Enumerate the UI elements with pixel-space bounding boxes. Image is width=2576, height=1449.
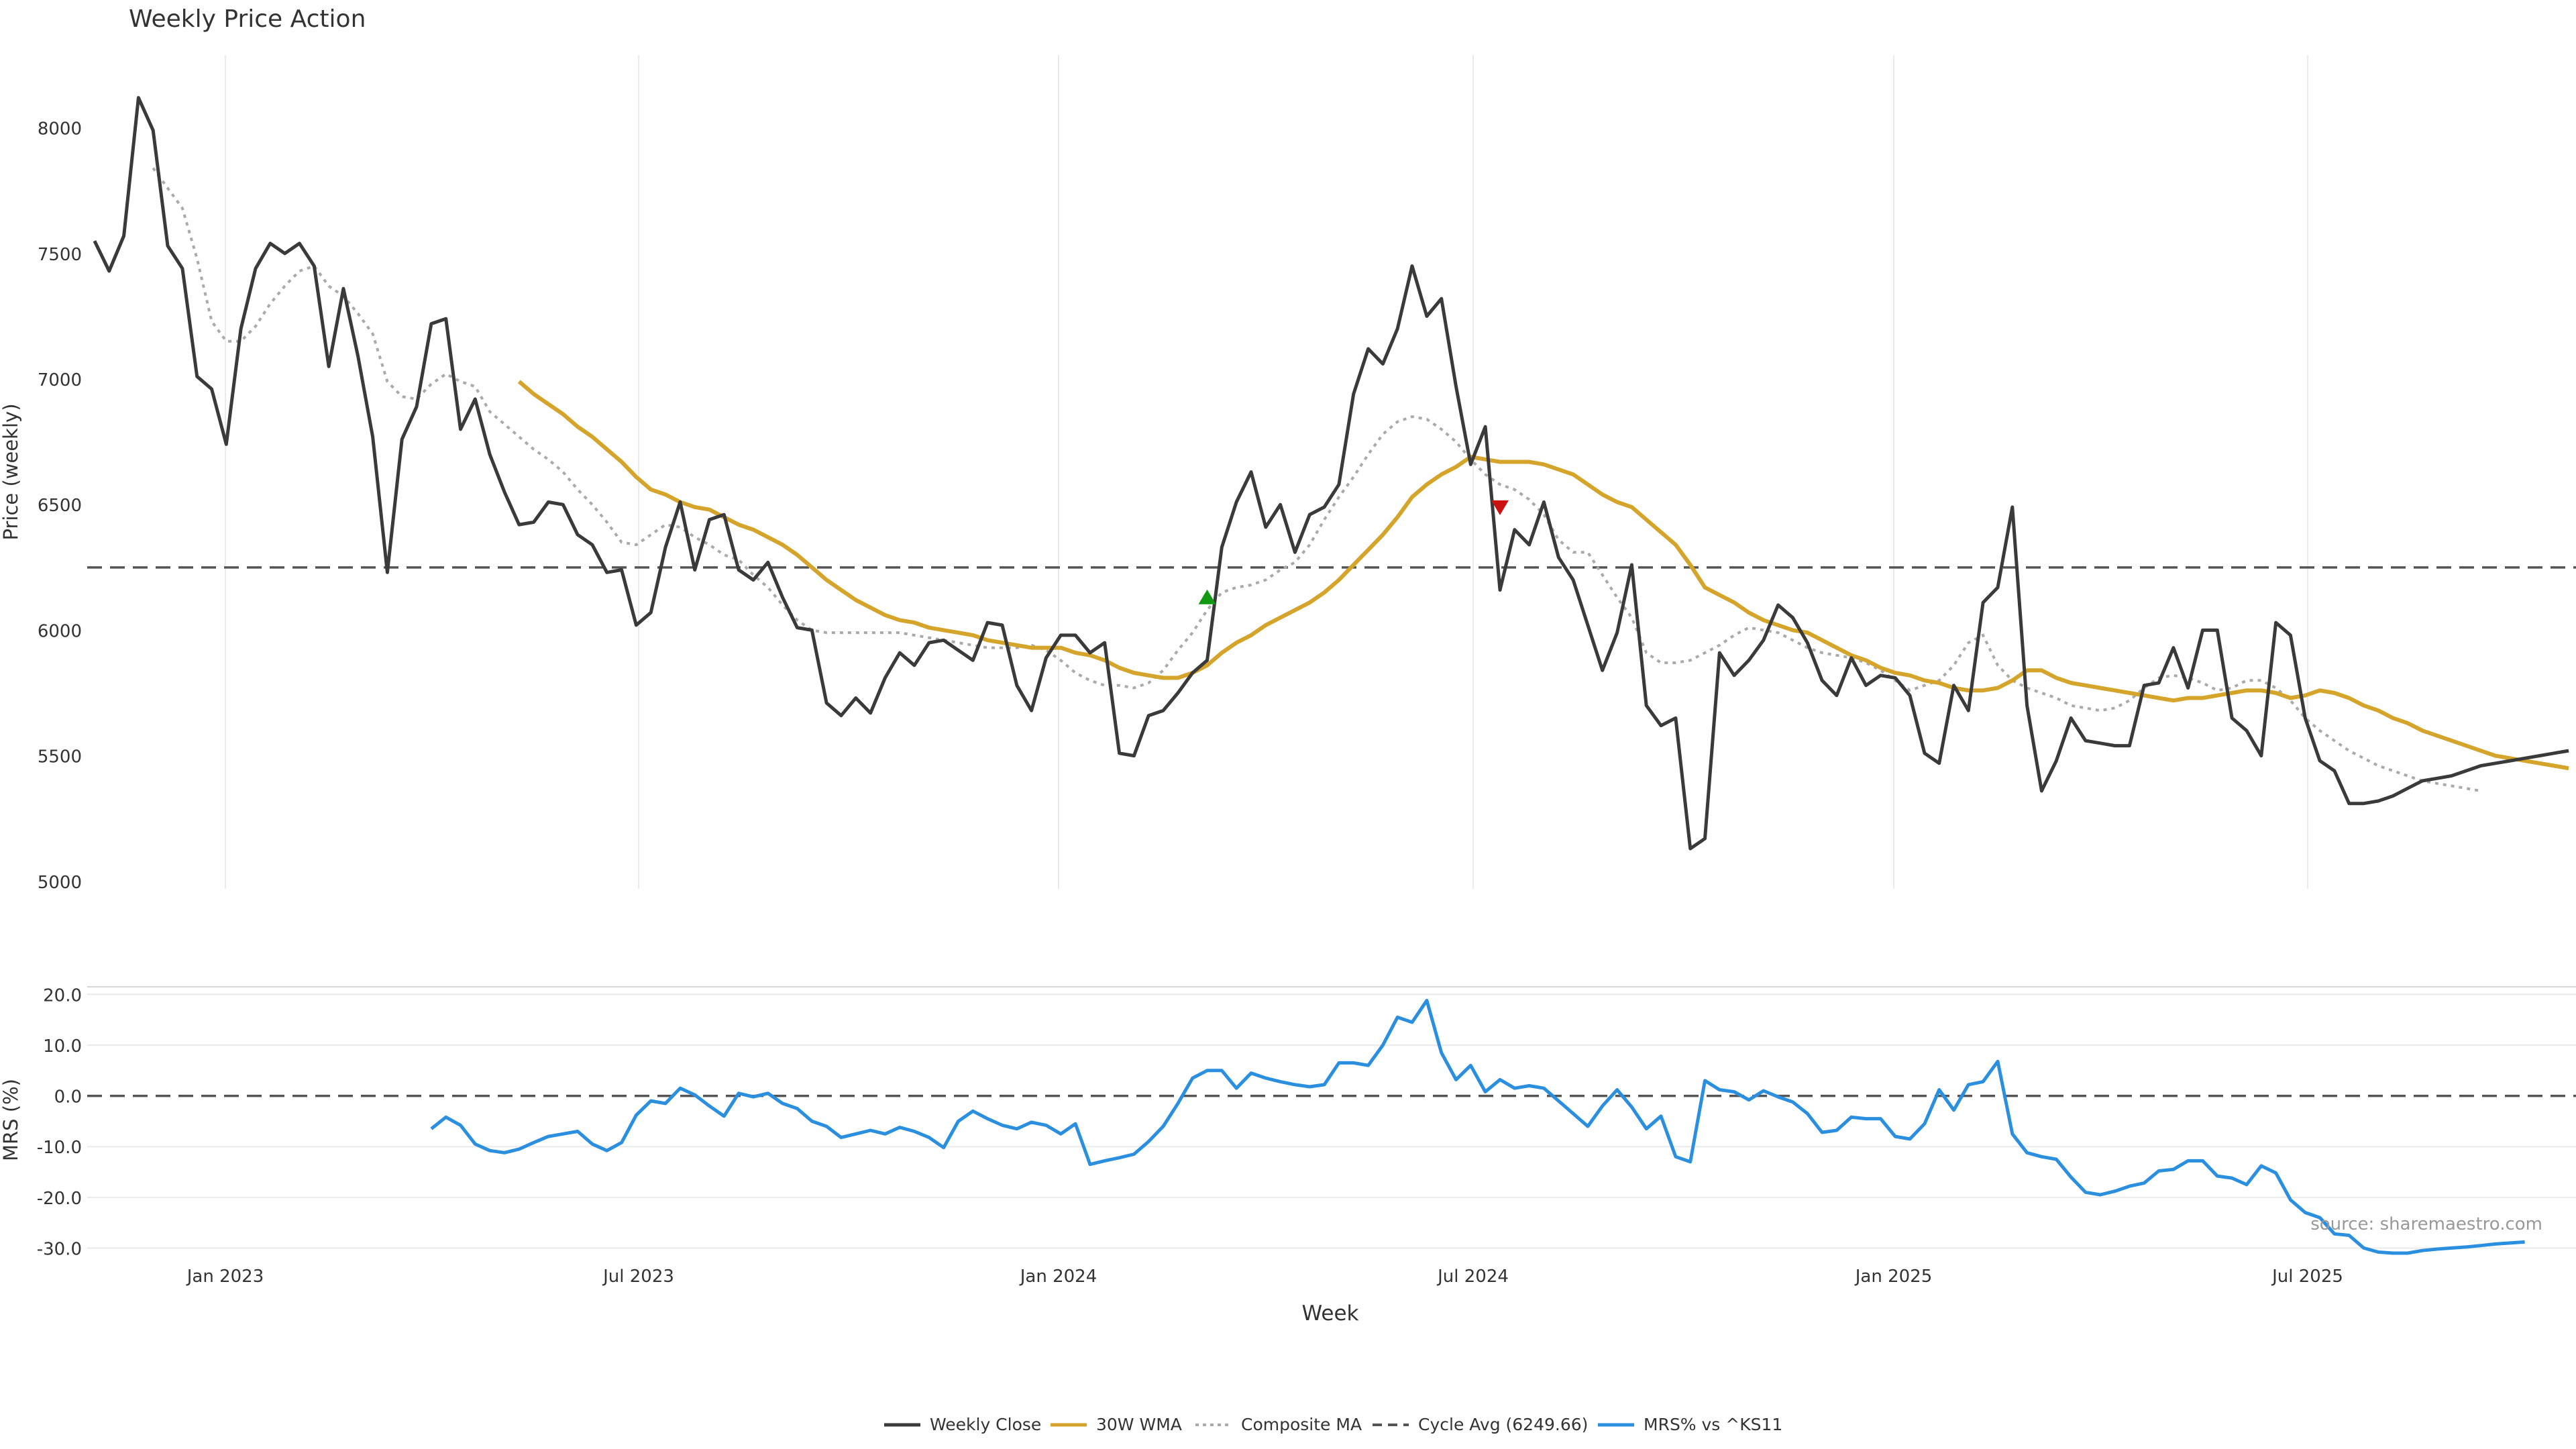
price-y-tick: 6000 [38,621,82,641]
x-tick-label: Jan 2024 [1019,1267,1097,1287]
mrs-y-tick: -10.0 [37,1138,82,1158]
mrs-y-tick: -20.0 [37,1189,82,1209]
mrs-y-tick-labels: 20.0 10.0 0.0 -10.0 -20.0 -30.0 [37,985,82,1259]
buy-signal-marker [1198,589,1216,604]
price-y-axis-label: Price (weekly) [0,403,22,540]
legend-label: Composite MA [1241,1415,1362,1434]
mrs-y-tick: 20.0 [43,985,82,1006]
composite-ma-line [152,167,2481,792]
chart-title: Weekly Price Action [129,5,366,33]
price-y-tick: 7500 [38,245,82,265]
legend-label: 30W WMA [1096,1415,1182,1434]
legend-item-cycle: Cycle Avg (6249.66) [1373,1415,1588,1434]
price-y-tick: 7000 [38,370,82,390]
legend-item-wma: 30W WMA [1051,1415,1182,1434]
legend-label: MRS% vs ^KS11 [1644,1415,1782,1434]
price-y-tick-labels: 5000 5500 6000 6500 7000 7500 8000 [38,119,82,893]
legend-label: Cycle Avg (6249.66) [1418,1415,1588,1434]
signal-markers [1198,500,1509,604]
x-tick-label: Jan 2025 [1854,1267,1933,1287]
legend-item-close: Weekly Close [884,1415,1041,1434]
mrs-panel: 20.0 10.0 0.0 -10.0 -20.0 -30.0 MRS (%) Jan 2… [0,985,2576,1326]
legend: Weekly Close 30W WMA Composite MA Cycle Avg… [884,1415,1782,1434]
legend-label: Weekly Close [930,1415,1041,1434]
source-note: source: sharemaestro.com [2310,1214,2542,1234]
price-y-tick: 5000 [38,873,82,893]
sell-signal-marker [1491,500,1509,515]
price-y-tick: 8000 [38,119,82,140]
x-tick-label: Jul 2024 [1436,1267,1509,1287]
mrs-line [430,998,2525,1255]
price-grid [225,55,2308,889]
weekly-close-line [93,96,2569,851]
x-tick-label: Jan 2023 [186,1267,264,1287]
price-panel: 5000 5500 6000 6500 7000 7500 8000 Price (week… [0,55,2576,893]
wma-30w-line [517,380,2569,771]
mrs-y-axis-label: MRS (%) [0,1079,22,1161]
mrs-y-tick: 10.0 [43,1036,82,1057]
price-y-tick: 5500 [38,747,82,767]
legend-item-mrs: MRS% vs ^KS11 [1598,1415,1782,1434]
x-tick-label: Jul 2025 [2271,1267,2343,1287]
mrs-y-tick: -30.0 [37,1239,82,1259]
mrs-grid [87,994,2576,1249]
x-tick-label: Jul 2023 [602,1267,674,1287]
x-tick-labels: Jan 2023 Jul 2023 Jan 2024 Jul 2024 Jan 2025… [186,1267,2343,1287]
price-y-tick: 6500 [38,496,82,516]
legend-item-composite: Composite MA [1195,1415,1362,1434]
mrs-y-tick: 0.0 [54,1087,82,1108]
x-axis-label: Week [1302,1301,1359,1326]
